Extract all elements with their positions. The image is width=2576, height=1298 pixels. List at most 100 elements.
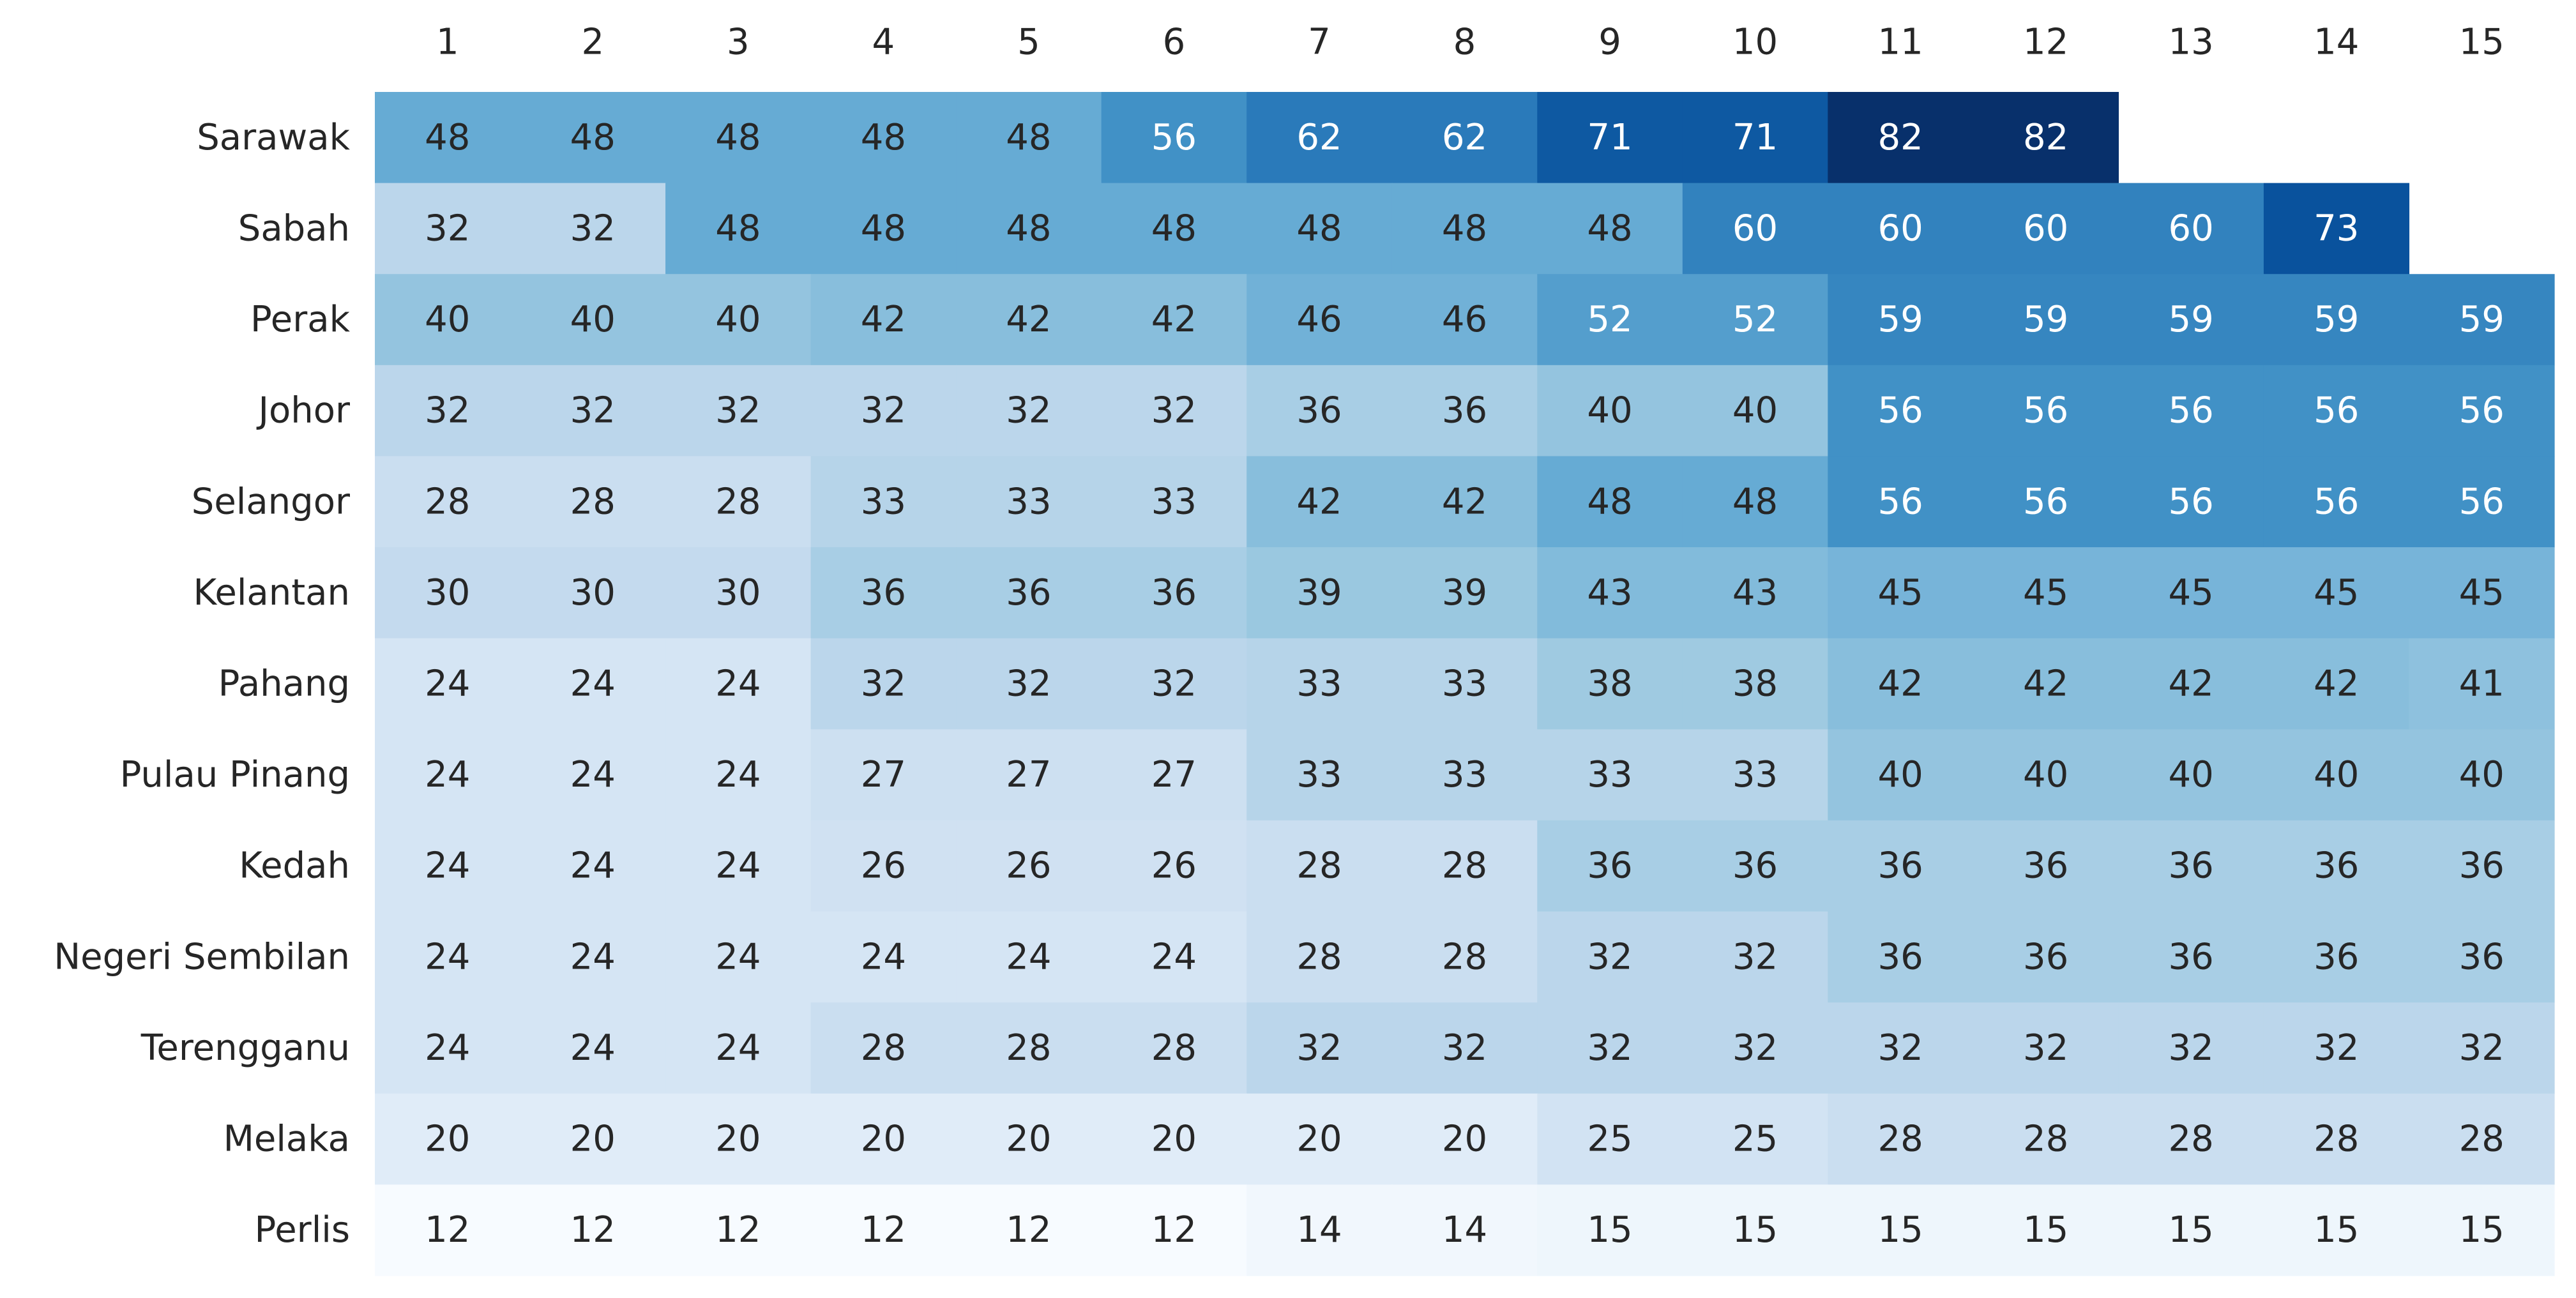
cell-value-label: 25 [1732,1119,1778,1160]
heatmap-cell [1973,456,2119,548]
cell-value-label: 15 [1877,1209,1923,1251]
heatmap-cell [2118,1184,2264,1276]
cell-value-label: 42 [1151,299,1197,340]
cell-value-label: 43 [1732,572,1778,614]
cell-value-label: 33 [861,481,906,522]
heatmap-cell [1101,547,1247,639]
cell-value-label: 36 [1006,572,1051,614]
cell-value-label: 24 [715,754,761,796]
cell-value-label: 41 [2459,663,2504,705]
heatmap-cell [1101,1184,1247,1276]
column-tick-label: 1 [436,22,459,63]
cell-value-label: 24 [425,936,470,977]
cell-value-label: 28 [1151,1027,1197,1069]
cell-value-label: 59 [2023,299,2068,340]
heatmap-cell [810,1184,957,1276]
heatmap-cell [2409,638,2555,730]
cell-value-label: 62 [1442,117,1487,158]
heatmap-cell [665,1002,812,1094]
column-tick-label: 7 [1308,22,1331,63]
cell-value-label: 32 [2169,1027,2214,1069]
row-tick-label: Pulau Pinang [120,754,350,796]
heatmap-cell [2118,547,2264,639]
cell-value-label: 40 [2459,754,2504,796]
cell-value-label: 62 [1296,117,1342,158]
heatmap-cell [1101,456,1247,548]
heatmap-cell [956,911,1102,1003]
cell-value-label: 40 [715,299,761,340]
heatmap-cell [1391,547,1538,639]
cell-value-label: 36 [861,572,906,614]
heatmap-cell [665,547,812,639]
cell-value-label: 36 [1877,936,1923,977]
heatmap-cell [665,92,812,184]
heatmap-cell [665,911,812,1003]
cell-value-label: 56 [2314,481,2359,522]
cell-value-label: 36 [1151,572,1197,614]
heatmap-cell [1682,1002,1828,1094]
cell-value-label: 56 [2459,390,2504,432]
cell-value-label: 12 [570,1209,616,1251]
heatmap-cell [665,1184,812,1276]
heatmap-cell [1101,365,1247,457]
heatmap-cell [2409,547,2555,639]
cell-value-label: 73 [2314,208,2359,249]
cell-value-label: 40 [1732,390,1778,432]
cell-value-label: 71 [1587,117,1632,158]
heatmap-cell [520,92,666,184]
heatmap-cell [1973,1184,2119,1276]
cell-value-label: 45 [2023,572,2068,614]
row-tick-label: Johor [256,390,351,432]
heatmap-cell [810,729,957,821]
cell-value-label: 28 [2023,1119,2068,1160]
heatmap-cell [956,365,1102,457]
cell-value-label: 40 [570,299,616,340]
heatmap-cell [2263,1002,2410,1094]
cell-value-label: 28 [2314,1119,2359,1160]
heatmap-cell [375,92,521,184]
heatmap-cell [810,365,957,457]
column-tick-label: 10 [1732,22,1778,63]
column-tick-label: 3 [727,22,750,63]
heatmap-cell [1682,365,1828,457]
heatmap-cell [1682,274,1828,366]
heatmap-cell [520,1093,666,1185]
cell-value-label: 56 [2169,390,2214,432]
heatmap-cell [520,274,666,366]
cell-value-label: 52 [1732,299,1778,340]
cell-value-label: 24 [425,663,470,705]
heatmap-cell [1391,1002,1538,1094]
heatmap-cell [810,1093,957,1185]
heatmap-cell [2409,729,2555,821]
heatmap-cell [1828,274,1974,366]
heatmap-cell [520,547,666,639]
heatmap-cell [520,638,666,730]
cell-value-label: 48 [1006,208,1051,249]
cell-value-label: 36 [1877,845,1923,887]
cell-value-label: 32 [425,390,470,432]
heatmap-cell [1391,1093,1538,1185]
heatmap-cell [2263,274,2410,366]
heatmap-cell [2263,365,2410,457]
cell-value-label: 52 [1587,299,1632,340]
cell-value-label: 59 [2169,299,2214,340]
cell-value-label: 40 [1877,754,1923,796]
cell-value-label: 26 [1006,845,1051,887]
cell-value-label: 26 [861,845,906,887]
heatmap-cell [1391,911,1538,1003]
heatmap-cell [1101,729,1247,821]
heatmap-cell [665,820,812,912]
cell-value-label: 38 [1587,663,1632,705]
cell-value-label: 40 [2314,754,2359,796]
heatmap-cell [2118,1002,2264,1094]
cell-value-label: 32 [2459,1027,2504,1069]
heatmap-cell [1246,1002,1393,1094]
heatmap-cell [1537,729,1683,821]
cell-value-label: 36 [2023,936,2068,977]
cell-value-label: 56 [1877,481,1923,522]
heatmap-cell [1973,92,2119,184]
heatmap-cell [1828,183,1974,275]
cell-value-label: 56 [2459,481,2504,522]
cell-value-label: 33 [1587,754,1632,796]
cell-value-label: 33 [1732,754,1778,796]
